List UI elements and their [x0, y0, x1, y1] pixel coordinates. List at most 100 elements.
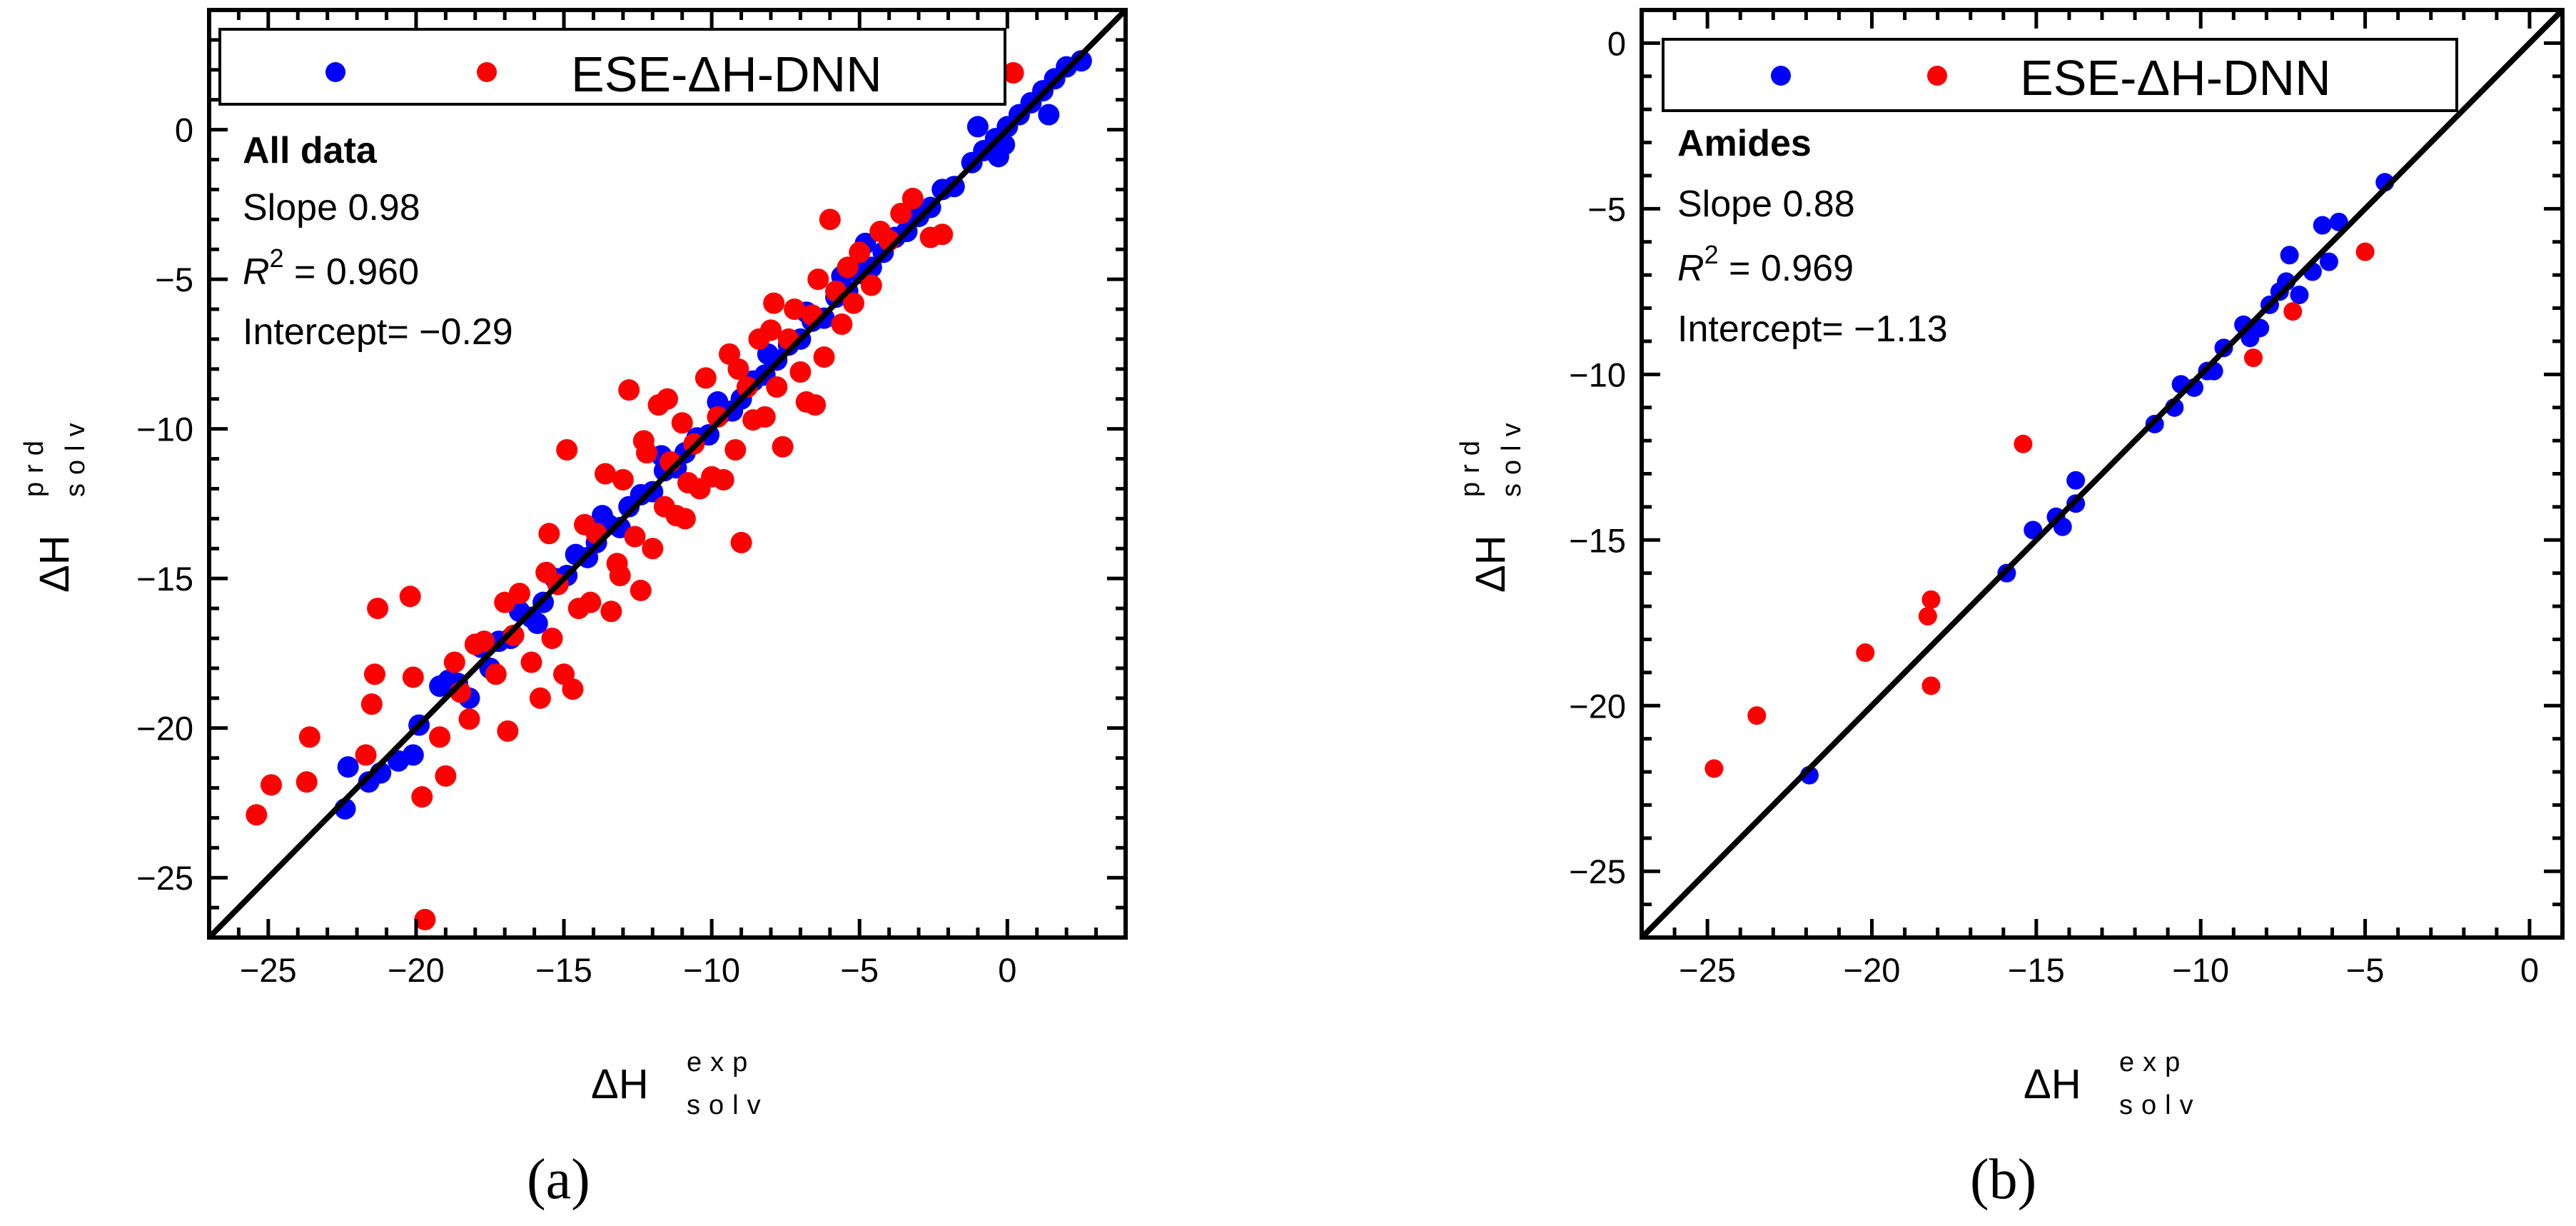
- annotation-slope-a: Slope 0.98: [243, 187, 420, 228]
- point-predicted-a-90: [494, 591, 516, 613]
- point-predicted-b-1: [1747, 706, 1767, 725]
- point-predicted-a-91: [674, 508, 696, 530]
- annotation-title-a: All data: [243, 130, 378, 171]
- y-tick-label: −10: [1569, 356, 1626, 393]
- point-experimental-b-23: [2313, 216, 2332, 235]
- point-predicted-a-1: [260, 774, 282, 796]
- point-predicted-a-85: [931, 223, 954, 246]
- point-predicted-a-88: [657, 388, 678, 410]
- point-experimental-a-70: [526, 613, 548, 635]
- identity-line-b: [1640, 8, 2565, 940]
- chart-panel-a: −25 −20 −15 −10 −5 0 −25 −20 −15 −10 −5 0 ESE-ΔH-DN…: [19, 8, 1128, 1211]
- point-predicted-a-64: [766, 376, 788, 398]
- point-predicted-a-78: [849, 241, 871, 263]
- point-predicted-a-3: [296, 771, 318, 793]
- point-predicted-a-18: [473, 630, 495, 653]
- point-predicted-a-43: [642, 538, 664, 560]
- svg-text:prd: prd: [1455, 432, 1485, 497]
- x-tick-label: −10: [683, 951, 740, 989]
- point-predicted-a-23: [520, 651, 542, 673]
- x-tick-label: −20: [388, 951, 445, 989]
- svg-text:exp: exp: [2119, 1047, 2188, 1077]
- point-predicted-b-2: [1856, 643, 1875, 663]
- point-predicted-a-12: [429, 726, 451, 748]
- point-predicted-a-57: [724, 438, 747, 461]
- chart-panel-b: −25 −20 −15 −10 −5 0 −25 −20 −15 −10 −5 0 ESE-ΔH-DN…: [1455, 8, 2565, 1211]
- point-predicted-a-10: [411, 786, 433, 808]
- point-predicted-b-0: [1704, 759, 1724, 778]
- x-tick-label: −25: [240, 951, 297, 989]
- point-experimental-a-73: [707, 391, 729, 413]
- point-predicted-a-92: [727, 358, 749, 380]
- tick-labels-a: −25 −20 −15 −10 −5 0 −25 −20 −15 −10 −5 0: [136, 111, 1016, 989]
- point-predicted-a-14: [443, 651, 465, 673]
- y-tick-label: −20: [136, 710, 193, 748]
- point-predicted-a-94: [804, 394, 827, 416]
- point-predicted-a-83: [901, 187, 924, 209]
- point-predicted-a-59: [736, 376, 758, 398]
- point-predicted-a-52: [694, 367, 717, 389]
- legend-marker-blue-b: [1771, 66, 1791, 86]
- legend-marker-red-a: [477, 62, 497, 82]
- point-predicted-a-40: [624, 526, 646, 548]
- point-predicted-a-48: [671, 412, 693, 434]
- x-tick-label: −10: [2172, 951, 2229, 989]
- point-experimental-b-5: [2066, 471, 2086, 490]
- point-predicted-a-11: [414, 908, 436, 930]
- point-experimental-a-5: [402, 744, 424, 766]
- point-predicted-b-7: [2243, 348, 2263, 368]
- point-experimental-b-24: [2319, 252, 2338, 271]
- point-predicted-a-19: [485, 663, 507, 685]
- point-predicted-a-36: [600, 601, 622, 623]
- y-axis-title-b: ΔH prd solv: [1455, 414, 1527, 593]
- svg-text:prd: prd: [19, 432, 49, 497]
- point-predicted-a-54: [707, 406, 729, 428]
- axis-ticks-a: [207, 8, 1128, 940]
- annotation-intercept-a: Intercept= −0.29: [243, 311, 513, 353]
- point-predicted-a-68: [789, 361, 812, 383]
- point-predicted-a-71: [807, 268, 829, 291]
- y-tick-label: −20: [1569, 687, 1626, 725]
- panel-label-a: (a): [527, 1148, 590, 1211]
- point-predicted-a-67: [784, 298, 806, 321]
- x-tick-label: 0: [2520, 951, 2539, 989]
- point-predicted-a-55: [712, 468, 734, 491]
- plot-frame-a: [207, 8, 1128, 940]
- point-predicted-a-30: [562, 678, 584, 700]
- point-predicted-a-63: [759, 319, 782, 341]
- point-predicted-b-5: [1921, 676, 1941, 695]
- y-tick-label: 0: [175, 111, 193, 149]
- point-predicted-a-26: [541, 627, 563, 649]
- point-predicted-a-5: [360, 693, 383, 715]
- annotation-r2-b: R2 = 0.969: [1677, 240, 1854, 289]
- point-experimental-a-69: [591, 505, 613, 527]
- point-experimental-a-64: [966, 116, 989, 138]
- legend-label-a: ESE-ΔH-DNN: [571, 46, 882, 102]
- y-tick-label: −5: [155, 261, 193, 298]
- svg-text:ΔH: ΔH: [1468, 535, 1514, 593]
- legend-label-b: ESE-ΔH-DNN: [2020, 50, 2331, 106]
- legend-box-a: [218, 28, 1006, 106]
- point-predicted-b-4: [1921, 590, 1941, 609]
- point-predicted-a-87: [632, 430, 655, 452]
- svg-text:ΔH: ΔH: [591, 1061, 649, 1107]
- svg-text:solv: solv: [2119, 1090, 2202, 1120]
- point-predicted-a-0: [246, 804, 268, 826]
- legend-box-b: [1662, 38, 2458, 112]
- point-predicted-a-8: [399, 586, 421, 608]
- point-predicted-a-79: [860, 274, 882, 296]
- point-predicted-a-73: [819, 208, 841, 231]
- x-axis-title-b: ΔH exp solv: [2024, 1047, 2202, 1120]
- panel-label-b: (b): [1970, 1148, 2036, 1211]
- point-predicted-a-58: [730, 531, 752, 553]
- annotation-r2-a: R2 = 0.960: [243, 243, 419, 293]
- y-tick-label: −25: [1569, 853, 1626, 890]
- point-predicted-a-9: [402, 666, 424, 688]
- svg-text:ΔH: ΔH: [2024, 1061, 2081, 1107]
- scatter-points-a: [246, 50, 1092, 930]
- point-experimental-a-1: [337, 756, 359, 778]
- point-predicted-a-2: [298, 726, 320, 748]
- svg-text:solv: solv: [1497, 414, 1527, 497]
- point-predicted-a-65: [772, 436, 794, 458]
- point-predicted-a-16: [458, 708, 480, 730]
